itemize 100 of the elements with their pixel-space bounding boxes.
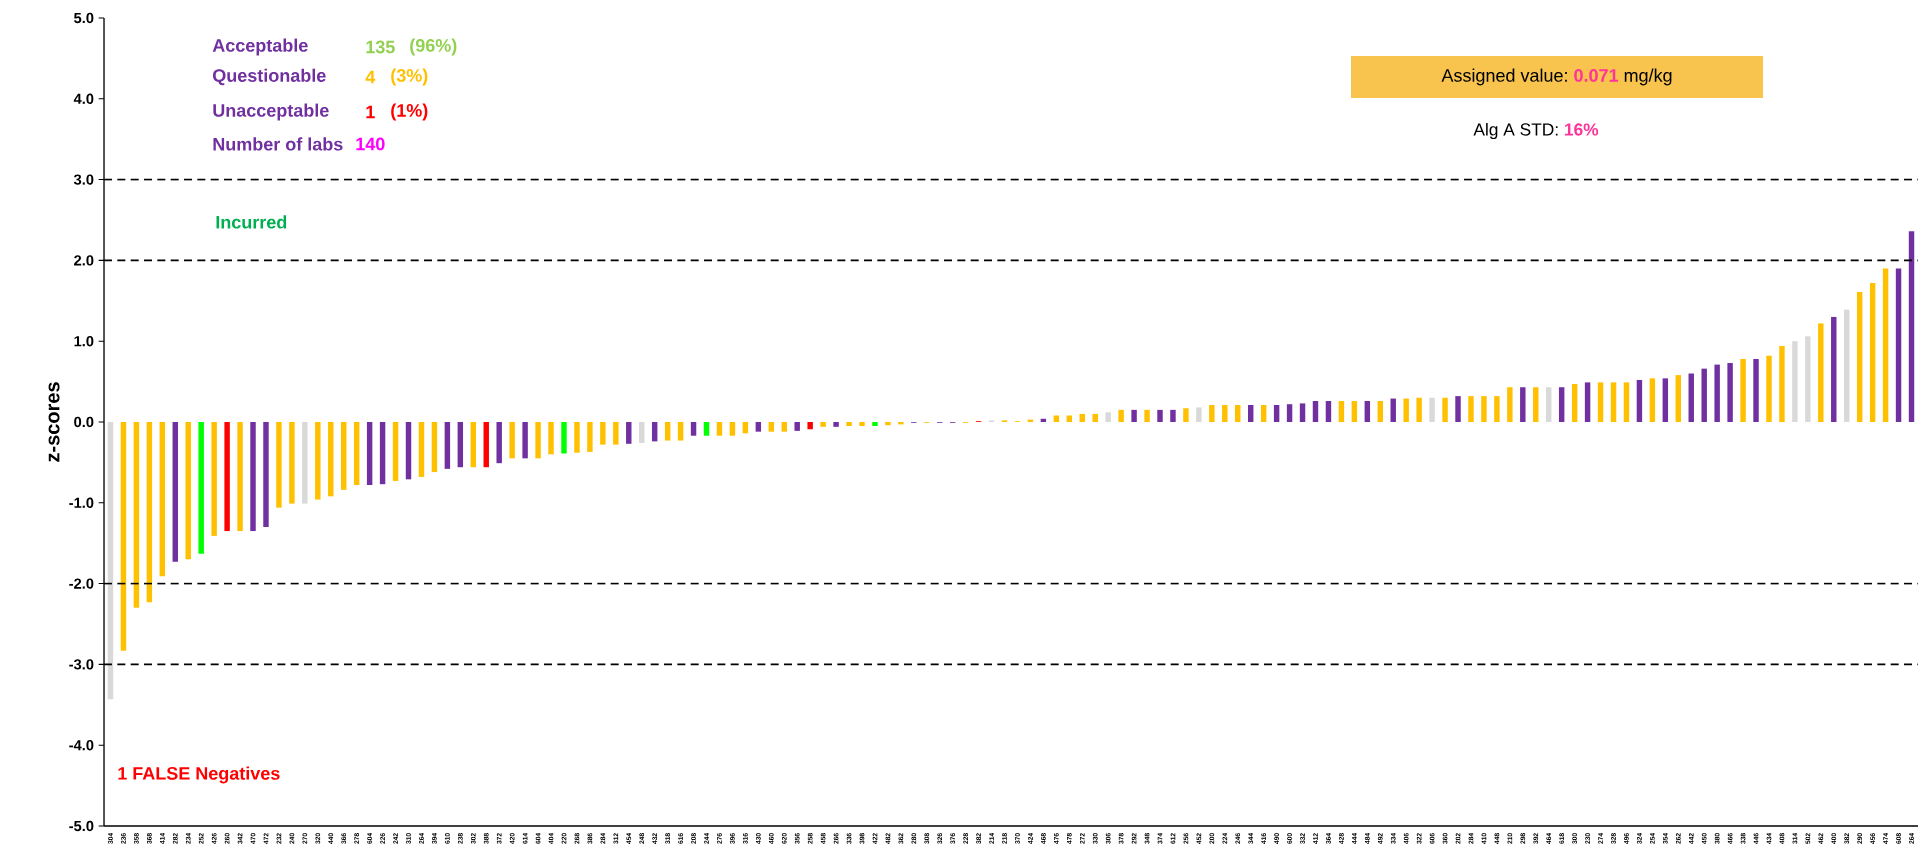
bar	[703, 421, 710, 436]
bar	[1442, 397, 1448, 422]
bar	[768, 421, 775, 432]
bar	[1286, 404, 1293, 422]
bar	[509, 421, 515, 459]
bar	[185, 421, 191, 560]
bar	[664, 421, 671, 441]
bar	[898, 421, 904, 425]
bar	[1714, 364, 1720, 422]
bar	[1222, 405, 1228, 422]
bar	[1623, 382, 1630, 422]
bar	[833, 421, 839, 427]
bar	[1507, 387, 1513, 422]
bar	[600, 421, 606, 445]
bar	[159, 421, 166, 577]
bar	[1455, 396, 1461, 422]
bar	[289, 421, 295, 504]
annotation: Incurred	[216, 215, 287, 229]
bar	[1856, 291, 1863, 422]
y-tick-label: -3.0	[69, 659, 94, 670]
bar	[1636, 379, 1643, 422]
bar	[418, 421, 425, 477]
y-tick-label: 2.0	[74, 255, 94, 266]
bar	[405, 421, 412, 480]
annotation: 140	[356, 137, 385, 151]
bar	[1895, 268, 1902, 422]
bar	[1649, 378, 1656, 422]
bar	[1468, 396, 1474, 422]
bar	[1481, 396, 1487, 422]
bar	[807, 421, 813, 430]
bar	[1351, 400, 1358, 422]
bar	[548, 421, 554, 455]
annotation: Unacceptable	[213, 103, 329, 121]
bar	[353, 421, 360, 485]
y-tick-label: 3.0	[73, 174, 94, 185]
bar	[1662, 378, 1669, 422]
bar	[1831, 316, 1837, 422]
bar	[1753, 358, 1759, 422]
bar	[859, 421, 865, 427]
bar	[1390, 398, 1396, 422]
bar	[1183, 408, 1189, 422]
bar	[263, 421, 269, 528]
bar	[341, 421, 347, 490]
bar	[716, 421, 723, 436]
bar	[1312, 400, 1319, 422]
bar	[1546, 387, 1552, 422]
bar	[1170, 409, 1176, 422]
bar	[1299, 403, 1306, 422]
bar	[885, 421, 891, 426]
bar	[1740, 358, 1746, 422]
bar	[1675, 375, 1681, 422]
bar	[211, 421, 217, 536]
y-tick-label: -4.0	[69, 740, 94, 751]
bar	[1727, 363, 1733, 422]
bar	[1209, 405, 1215, 422]
bar	[574, 421, 580, 453]
bar	[1247, 405, 1254, 422]
bar	[379, 421, 386, 485]
bar	[328, 421, 334, 497]
annotation: Number of labs	[213, 137, 343, 151]
bar	[1597, 382, 1604, 422]
bar	[172, 421, 178, 562]
annotation: Alg A STD:	[1473, 122, 1558, 140]
bar	[1377, 400, 1383, 422]
bar	[1338, 400, 1345, 422]
bar	[1196, 407, 1202, 422]
annotation: 16%	[1565, 123, 1599, 136]
annotation: (96%)	[410, 38, 457, 56]
bar	[1092, 413, 1098, 422]
bar	[250, 421, 256, 532]
bar	[1792, 341, 1798, 422]
bar	[1416, 397, 1422, 422]
bar	[1805, 336, 1811, 422]
bar	[846, 421, 852, 427]
bar	[1494, 396, 1500, 422]
bar	[755, 421, 762, 432]
y-tick-label: -2.0	[69, 578, 94, 589]
bar	[483, 421, 489, 468]
bar	[302, 421, 308, 504]
bar	[470, 421, 476, 468]
bar	[107, 421, 114, 700]
bar	[794, 421, 800, 431]
bar	[781, 421, 787, 432]
bar	[1520, 387, 1526, 422]
bar	[1533, 387, 1539, 422]
bar	[1844, 309, 1850, 422]
bar	[729, 421, 736, 436]
bar	[198, 421, 204, 554]
bar	[1157, 409, 1163, 422]
bar	[1688, 373, 1694, 422]
annotation: Acceptable	[212, 38, 308, 56]
bar	[639, 421, 645, 443]
bar	[366, 421, 373, 485]
bar	[1882, 268, 1889, 422]
annotation: mg/kg	[1624, 68, 1672, 86]
bar	[587, 421, 593, 452]
y-tick-label: 4.0	[73, 93, 94, 104]
annotation: (1%)	[391, 103, 428, 121]
bar	[315, 421, 321, 500]
bar	[820, 421, 826, 427]
